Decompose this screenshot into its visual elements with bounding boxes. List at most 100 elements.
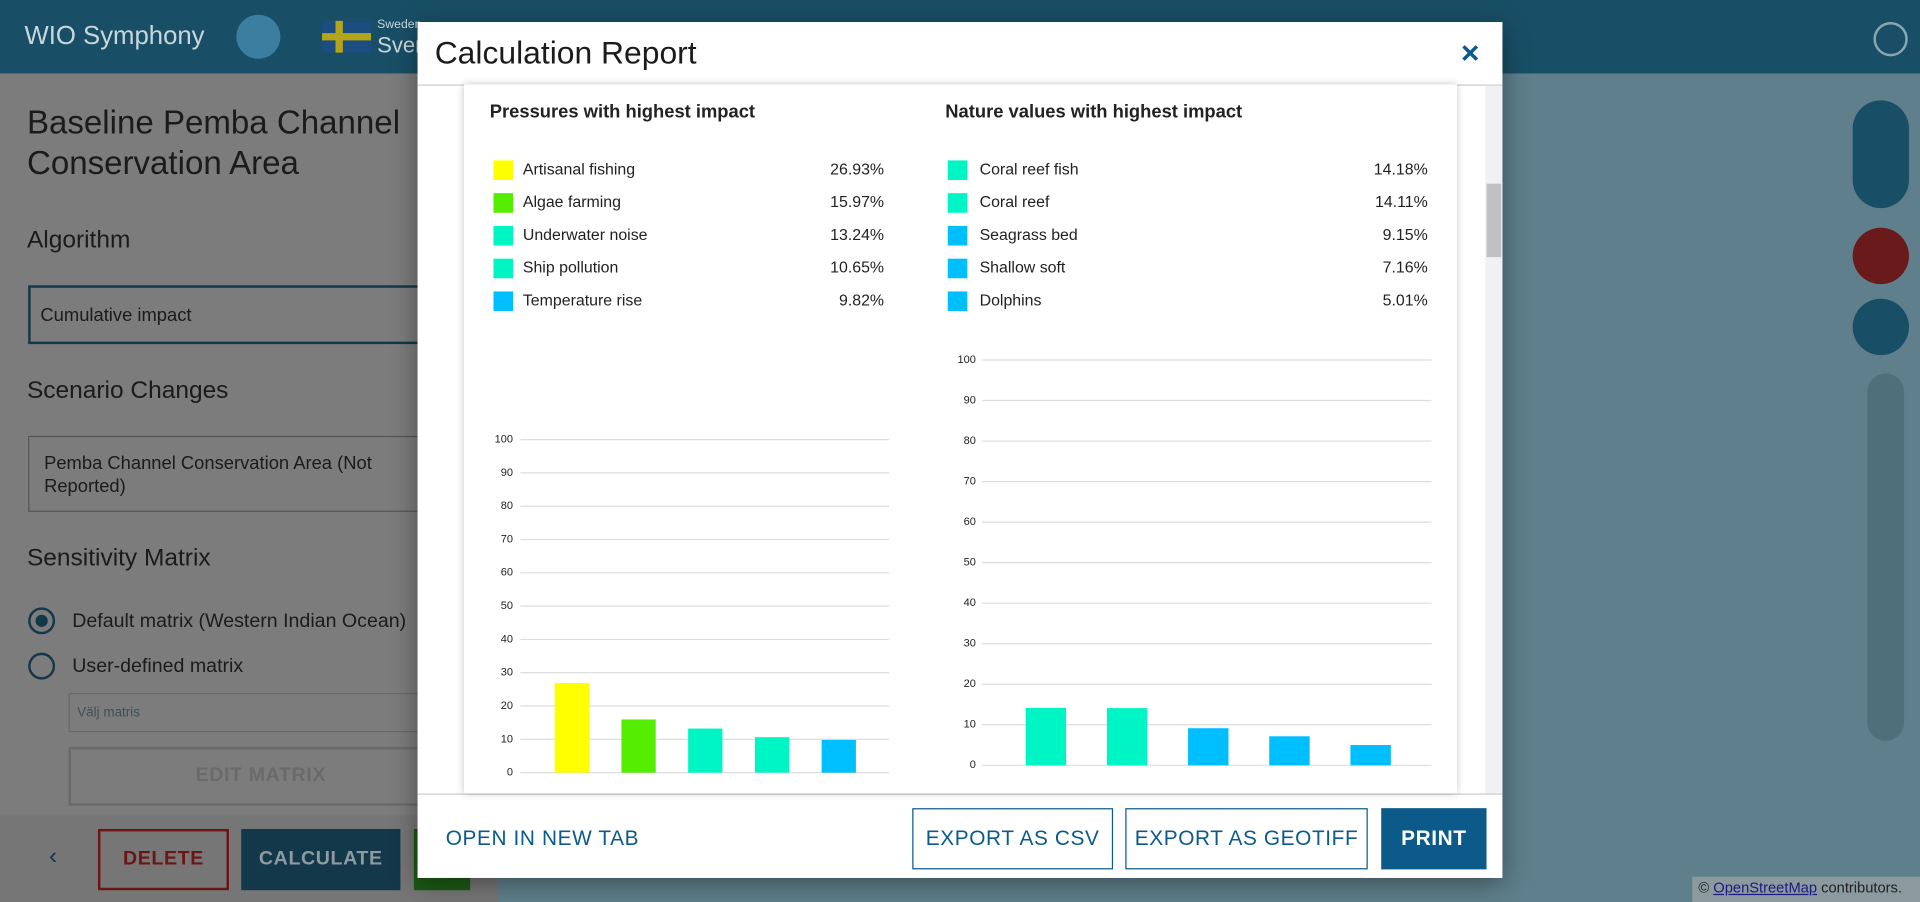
heading: Sensitivity Matrix [26, 544, 211, 572]
close-button[interactable]: × [1460, 34, 1480, 72]
value-label: 9.82% [839, 292, 884, 309]
value-label: 9.15% [1383, 227, 1428, 244]
chart-title: Pressures with highest impact [490, 100, 755, 121]
delete-button[interactable]: DELETE [97, 828, 229, 891]
legend-label: Seagrass bed [980, 227, 1078, 244]
y-tick-label: 80 [964, 435, 976, 447]
y-tick-label: 90 [501, 467, 513, 479]
scrollbar[interactable] [1485, 85, 1503, 794]
y-tick-label: 100 [958, 354, 976, 366]
legend-swatch [947, 225, 968, 246]
bar [821, 739, 856, 773]
open-tab-button[interactable]: OPEN IN NEW TAB [445, 826, 640, 850]
country: Sweden [377, 18, 422, 32]
y-tick-label: 30 [964, 638, 976, 650]
legend-label: Ship pollution [523, 260, 619, 277]
modal-title: Calculation Report [434, 34, 697, 72]
bar [1350, 745, 1391, 766]
y-tick-label: 40 [964, 597, 976, 609]
legend-label: Algae farming [523, 194, 621, 211]
divider [417, 793, 1503, 795]
y-tick-label: 90 [964, 394, 976, 406]
app-title: WIO Symphony [24, 22, 205, 51]
y-tick-label: 70 [964, 475, 976, 487]
legend-label: Underwater noise [523, 227, 648, 244]
radio-label: User-defined matrix [72, 656, 244, 678]
logo [236, 14, 281, 59]
legend-swatch [493, 291, 514, 312]
y-tick-label: 50 [501, 600, 513, 612]
link[interactable]: OpenStreetMap [1713, 879, 1818, 897]
legend-swatch [947, 160, 968, 181]
y-tick-label: 0 [507, 767, 513, 779]
calculate-button[interactable]: CALCULATE [241, 828, 401, 891]
scenario-change[interactable]: Pemba Channel Conservation Area (Not Rep… [28, 435, 433, 512]
text: contributors. [1821, 879, 1902, 897]
bar [1106, 708, 1148, 766]
radio-label: Default matrix (Western Indian Ocean) [72, 611, 407, 632]
value-label: 13.24% [830, 227, 884, 244]
legend-swatch [947, 258, 968, 279]
user-icon[interactable] [1873, 22, 1908, 57]
y-tick-label: 0 [970, 759, 976, 771]
legend-swatch [947, 193, 968, 213]
value-label: 15.97% [830, 194, 884, 211]
legend-swatch [493, 193, 514, 213]
y-tick-label: 10 [501, 733, 513, 745]
back-icon[interactable]: ‹ [48, 842, 58, 870]
legend-swatch [493, 225, 514, 246]
value-label: 14.18% [1374, 161, 1428, 178]
legend-label: Coral reef [980, 194, 1050, 211]
chart-title: Nature values with highest impact [945, 100, 1242, 121]
input[interactable]: Välj matris [68, 693, 436, 733]
bar [1188, 728, 1229, 766]
select[interactable]: Cumulative impact [28, 285, 433, 345]
y-tick-label: 60 [501, 567, 513, 579]
y-tick-label: 100 [495, 433, 513, 445]
y-tick-label: 40 [501, 633, 513, 645]
edit-matrix-button[interactable]: EDIT MATRIX [68, 746, 454, 806]
value-label: 26.93% [830, 161, 884, 178]
y-tick-label: 60 [964, 516, 976, 528]
value-label: 7.16% [1383, 260, 1428, 277]
legend-label: Dolphins [980, 292, 1042, 309]
attribution: © OpenStreetMap contributors. [1692, 876, 1920, 902]
flag [322, 20, 372, 53]
bar [688, 728, 723, 773]
zoom-controls[interactable] [1852, 100, 1909, 209]
y-tick-label: 70 [501, 533, 513, 545]
legend-swatch [947, 291, 968, 312]
legend-label: Temperature rise [523, 292, 642, 309]
value-label: 14.11% [1375, 194, 1428, 211]
y-tick-label: 30 [501, 667, 513, 679]
heading: Scenario Changes [26, 377, 229, 405]
value-label: 10.65% [830, 260, 884, 277]
bar [554, 682, 589, 773]
print-button[interactable]: PRINT [1381, 808, 1487, 870]
heading: Algorithm [26, 226, 131, 254]
radio[interactable] [28, 652, 56, 680]
radio[interactable] [28, 607, 56, 635]
legend-label: Artisanal fishing [523, 161, 635, 178]
delete-tool[interactable] [1852, 227, 1909, 285]
slider[interactable] [1867, 373, 1905, 741]
scenario-title: Baseline Pemba Channel Conservation Area [26, 104, 401, 182]
legend-swatch [493, 258, 514, 279]
y-tick-label: 80 [501, 500, 513, 512]
y-tick-label: 20 [501, 700, 513, 712]
y-tick-label: 50 [964, 557, 976, 569]
bar [621, 719, 656, 773]
value-label: 5.01% [1383, 292, 1428, 309]
export-csv-button[interactable]: EXPORT AS CSV [912, 808, 1114, 870]
legend-label: Shallow soft [980, 260, 1066, 277]
y-tick-label: 10 [964, 719, 976, 731]
draw-tool[interactable] [1852, 298, 1909, 356]
y-tick-label: 20 [964, 678, 976, 690]
bar [754, 737, 790, 773]
text: © [1698, 879, 1710, 897]
legend-label: Coral reef fish [980, 161, 1079, 178]
legend-swatch [493, 160, 514, 181]
export-geotiff-button[interactable]: EXPORT AS GEOTIFF [1125, 808, 1368, 870]
